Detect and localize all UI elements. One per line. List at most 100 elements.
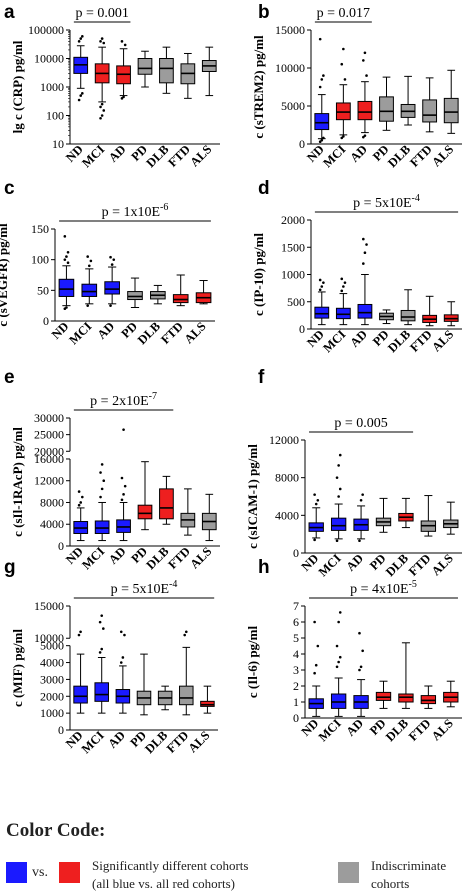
outlier-point [81, 35, 84, 38]
box-body [104, 281, 120, 295]
y-tick-label: 30000 [34, 411, 64, 425]
box-ftd [180, 52, 196, 99]
outlier-point [100, 614, 104, 617]
outlier-point [100, 463, 104, 466]
box-body [314, 306, 330, 319]
outlier-point [313, 671, 316, 675]
outlier-point [335, 539, 339, 543]
outlier-point [316, 644, 320, 648]
outlier-point [122, 95, 125, 99]
box-als [201, 46, 217, 97]
y-tick-label: 0 [58, 723, 64, 737]
outlier-point [359, 498, 363, 502]
y-tick-label: 1000 [40, 706, 64, 720]
outlier-point [86, 304, 89, 307]
x-tick-label: ALS [429, 551, 456, 578]
outlier-point [66, 251, 70, 254]
outlier-point [342, 135, 345, 138]
panel-letter: b [258, 2, 270, 23]
y-axis: 0 1 2 3 4 5 6 7 [293, 599, 306, 725]
panel-letter: h [258, 557, 270, 578]
outlier-point [99, 40, 102, 43]
y-axis-label: c (sTREM2) pg/ml [251, 35, 266, 139]
x-tick-label: FTD [406, 551, 434, 579]
outlier-point [320, 78, 324, 81]
y-axis-label: lg c (CRP) pg/ml [10, 40, 25, 133]
outlier-point [316, 498, 320, 502]
box-dlb [400, 75, 416, 126]
outlier-point [122, 493, 125, 496]
x-tick-label: AD [347, 142, 370, 165]
outlier-point [337, 620, 340, 624]
y-tick-label: 500 [287, 295, 305, 309]
box-mci [81, 255, 98, 307]
x-tick-label: ALS [187, 544, 214, 571]
box-body [357, 303, 373, 319]
outlier-point [87, 264, 91, 268]
box-mci [94, 614, 109, 714]
box-dlb [159, 475, 174, 525]
y-tick-label: 16000 [34, 452, 64, 466]
box-dlb [157, 685, 173, 711]
y-tick-label: 50 [37, 283, 49, 297]
outlier-point [102, 109, 106, 112]
y-tick-label: 0 [299, 137, 305, 151]
box-nd [73, 490, 89, 542]
outlier-point [81, 495, 84, 499]
y-tick-label: 6 [293, 615, 299, 629]
y-tick-label: 10000 [34, 52, 64, 66]
outlier-point [120, 40, 124, 43]
box-mci [335, 277, 351, 326]
outlier-point [99, 116, 102, 120]
outlier-point [102, 41, 106, 45]
outlier-point [112, 258, 116, 261]
outlier-point [121, 656, 125, 659]
y-tick-label: 0 [299, 322, 305, 336]
y-axis-label: c (sIl-1RAcP) pg/ml [10, 427, 25, 537]
box-ad [353, 493, 369, 543]
box-pd [127, 277, 143, 309]
panel-letter: e [4, 367, 15, 388]
panel-c: c050100150c (sVEGFR) pg/mlNDMCIADPDDLBFT… [0, 178, 215, 347]
outlier-point [338, 487, 342, 491]
outlier-point [98, 651, 102, 654]
box-ad [104, 255, 120, 307]
outlier-point [79, 94, 83, 97]
y-axis: 10 100 1000 10000 100000 [28, 23, 71, 151]
outlier-point [100, 114, 104, 117]
outlier-point [358, 631, 361, 635]
x-tick-label: DLB [143, 142, 171, 170]
p-value-annotation: p = 0.001 [75, 6, 128, 21]
outlier-point [318, 278, 322, 282]
y-tick-label: 8000 [275, 471, 299, 485]
outlier-point [99, 105, 102, 109]
outlier-point [100, 102, 104, 106]
box-nd [58, 235, 75, 311]
y-tick-label: 2000 [281, 213, 305, 227]
box-als [195, 280, 212, 305]
outlier-point [102, 627, 105, 630]
outlier-point [98, 620, 102, 624]
outlier-point [77, 503, 81, 507]
y-tick-label: 2000 [40, 689, 64, 703]
outlier-point [343, 78, 347, 81]
y-tick-label: 4 [293, 647, 299, 661]
x-tick-label: MCI [79, 142, 107, 170]
box-ftd [420, 495, 437, 537]
x-tick-label: AD [344, 551, 367, 574]
legend-significant-line2: (all blue vs. all red cohorts) [92, 876, 235, 891]
y-tick-label: 12000 [34, 474, 64, 488]
x-tick-label: DLB [383, 551, 411, 579]
box-body [94, 520, 110, 534]
outlier-point [120, 476, 124, 480]
outlier-point [63, 235, 67, 238]
y-tick-label: 1500 [281, 240, 305, 254]
y-tick-label: 5000 [40, 639, 64, 653]
x-tick-label: ALS [185, 728, 212, 755]
box-pd [137, 50, 153, 88]
p-value-annotation: p = 0.005 [334, 416, 387, 431]
